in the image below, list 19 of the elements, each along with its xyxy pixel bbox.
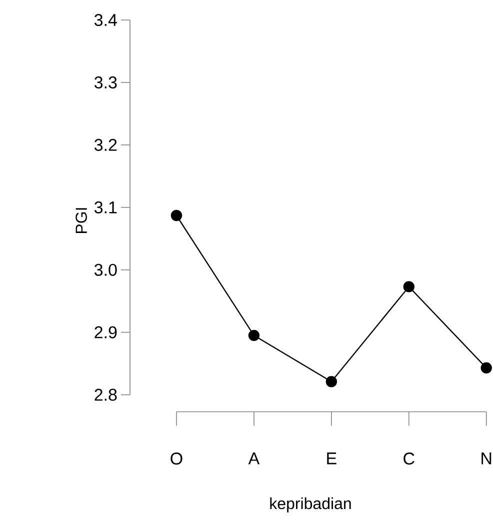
point: [480, 362, 492, 374]
y-tick-label: 3.4: [94, 14, 117, 26]
x-tick-label: C: [404, 452, 414, 465]
point: [403, 281, 414, 292]
x-tick-label: A: [248, 452, 260, 464]
y-axis-title: PGI: [76, 208, 87, 233]
y-tick-label: 3.3: [94, 76, 117, 88]
y-tick-label: 3.1: [94, 201, 117, 214]
y-tick-label: 2.9: [94, 326, 117, 338]
y-tick-label: 3.2: [94, 138, 117, 151]
y-tick-label: 3.0: [94, 264, 117, 276]
x-tick-label: E: [327, 452, 336, 464]
point: [326, 376, 338, 388]
y-tick-label: 2.8: [94, 388, 117, 401]
point: [248, 330, 260, 342]
point: [170, 210, 182, 222]
x-tick-label: O: [170, 452, 182, 465]
x-axis-title: kepribadian: [270, 497, 351, 512]
x-tick-label: N: [482, 452, 492, 464]
